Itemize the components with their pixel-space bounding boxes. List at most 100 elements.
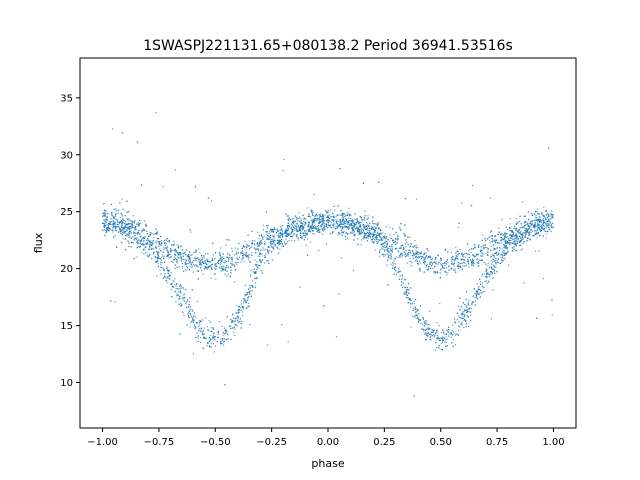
data-point (327, 222, 329, 224)
data-point (534, 230, 536, 232)
data-point (145, 243, 147, 245)
data-point (210, 327, 212, 329)
data-point (152, 252, 155, 254)
data-point (467, 253, 469, 256)
data-point (182, 297, 184, 299)
data-point (192, 321, 194, 323)
data-point (380, 249, 382, 251)
data-point (179, 295, 181, 297)
data-point (301, 236, 303, 238)
data-point (292, 222, 295, 225)
data-point (177, 291, 179, 293)
data-point (284, 243, 286, 245)
data-point (321, 228, 323, 230)
data-point (428, 267, 430, 269)
data-point (271, 230, 273, 232)
data-point (467, 259, 469, 261)
data-point (259, 249, 261, 251)
data-point (397, 251, 400, 253)
data-point (256, 261, 258, 263)
data-point (211, 259, 214, 262)
data-point (328, 217, 331, 219)
data-point (394, 241, 396, 243)
data-point (236, 257, 238, 259)
data-point (200, 341, 202, 343)
data-point (108, 227, 110, 229)
data-point (119, 221, 122, 223)
data-point (527, 223, 529, 225)
data-point (279, 236, 281, 238)
data-point (476, 254, 479, 256)
data-point (335, 221, 337, 223)
data-point (536, 219, 538, 221)
data-point (130, 220, 132, 222)
data-point (521, 232, 523, 234)
data-point (121, 229, 123, 231)
data-point (166, 277, 168, 279)
data-point (509, 242, 511, 244)
data-point (529, 225, 532, 227)
data-point (396, 239, 398, 241)
data-point (458, 266, 460, 268)
data-point (541, 227, 543, 229)
data-point (120, 241, 123, 244)
data-point (222, 332, 224, 334)
data-point (454, 260, 456, 262)
data-point (215, 278, 217, 280)
data-point (484, 244, 486, 246)
data-point (505, 240, 507, 242)
data-point (428, 265, 430, 268)
data-point (423, 252, 426, 255)
data-point (143, 248, 145, 250)
data-point (518, 220, 520, 223)
data-point (105, 218, 107, 220)
data-point (115, 218, 117, 220)
data-point (195, 264, 197, 266)
data-point (221, 260, 223, 262)
data-point (514, 249, 516, 252)
data-point (504, 239, 506, 241)
data-point (315, 214, 317, 216)
data-point (493, 272, 496, 274)
data-point (424, 323, 427, 325)
data-point (111, 215, 113, 217)
data-point (127, 219, 129, 221)
data-point (380, 229, 382, 232)
data-point (168, 241, 171, 243)
data-point (155, 261, 157, 263)
data-point (439, 272, 441, 274)
data-point (471, 262, 473, 264)
data-point (545, 210, 547, 212)
data-point (471, 303, 473, 305)
data-point (430, 265, 433, 267)
data-point (125, 249, 127, 251)
data-point (121, 132, 123, 134)
data-point (481, 245, 483, 247)
data-point (323, 225, 325, 227)
data-point (490, 230, 492, 232)
data-point (450, 268, 452, 270)
data-point (234, 247, 236, 249)
data-point (166, 246, 168, 248)
data-point (533, 225, 535, 227)
data-point (474, 246, 476, 248)
data-point (477, 288, 479, 290)
data-point (415, 252, 417, 255)
data-point (161, 266, 163, 269)
data-point (262, 236, 264, 238)
data-point (317, 228, 319, 231)
data-point (137, 232, 139, 234)
data-point (425, 319, 428, 322)
data-point (377, 234, 379, 237)
data-point (178, 266, 181, 268)
data-point (192, 271, 194, 273)
data-point (278, 233, 280, 235)
data-point (426, 324, 428, 326)
data-point (223, 262, 225, 264)
data-point (358, 220, 360, 223)
data-point (183, 314, 185, 316)
data-point (270, 234, 272, 237)
data-point (532, 235, 534, 237)
data-point (282, 170, 284, 172)
data-point (472, 301, 474, 303)
